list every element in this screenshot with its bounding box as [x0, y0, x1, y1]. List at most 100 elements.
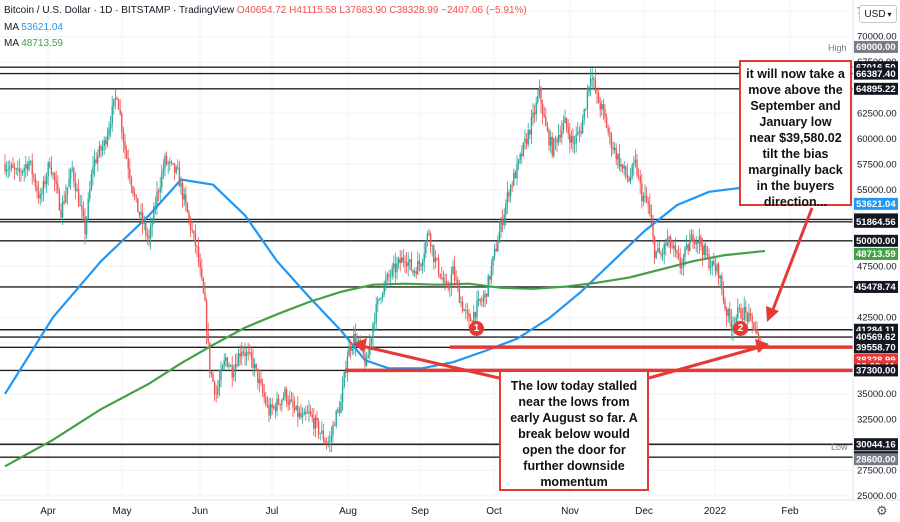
candle-body [404, 261, 406, 263]
candle-body [509, 185, 512, 197]
candle-body [157, 191, 160, 193]
candle-body [273, 406, 275, 408]
y-tick-label: 35000.00 [857, 389, 897, 400]
candle-body [122, 131, 125, 142]
candle-body [463, 309, 465, 312]
candle-body [50, 167, 53, 175]
candle-body [620, 164, 622, 167]
arrow-head [353, 338, 367, 352]
price-label: 39558.70 [856, 343, 896, 354]
candle-body [162, 168, 165, 173]
candle-body [196, 246, 198, 248]
candle-body [349, 346, 352, 351]
candle-body [474, 312, 477, 318]
candle-body [217, 387, 219, 395]
candle-body [455, 279, 457, 281]
annotation-line: break below would [518, 427, 630, 441]
candle-body [135, 194, 137, 199]
candle-body [705, 245, 707, 256]
candle-body [565, 117, 568, 128]
candle-body [322, 430, 325, 441]
candle-body [130, 177, 133, 187]
x-tick-label: May [113, 506, 132, 517]
candle-body [681, 265, 683, 269]
candle-body [481, 301, 483, 303]
candle-body [386, 274, 389, 280]
candle-body [129, 168, 131, 178]
candle-body [154, 206, 157, 208]
candle-body [583, 109, 585, 120]
candle-body [335, 410, 337, 426]
candle-body [381, 294, 384, 298]
candle-body [498, 231, 501, 243]
candle-body [679, 257, 681, 269]
candle-body [266, 404, 269, 406]
candle-body [377, 299, 379, 305]
candle-body [41, 193, 43, 195]
candle-body [652, 224, 654, 237]
annotation-line: move above the [748, 83, 843, 97]
annotation-line: it will now take a [746, 67, 845, 81]
candle-body [93, 159, 96, 167]
ma1-legend[interactable]: MA 53621.04 [4, 22, 63, 33]
candle-body [541, 103, 544, 115]
currency-selector[interactable]: USD ▾ [859, 5, 897, 23]
candle-body [458, 285, 461, 303]
candle-body [647, 201, 649, 204]
candle-body [449, 286, 451, 289]
candle-body [461, 301, 464, 312]
candle-body [146, 234, 149, 237]
candle-body [316, 417, 318, 421]
candle-body [60, 210, 62, 218]
candle-body [29, 160, 32, 162]
candle-body [516, 163, 518, 179]
candle-body [604, 108, 606, 118]
candle-body [637, 175, 640, 177]
candle-body [745, 306, 747, 313]
candle-body [298, 412, 301, 418]
candle-body [178, 168, 181, 187]
price-label: 37300.00 [856, 366, 896, 377]
price-label-bg [854, 67, 898, 80]
candle-body [698, 236, 701, 244]
annotation-line: The low today stalled [510, 379, 638, 393]
candle-body [137, 198, 139, 213]
candle-body [756, 329, 758, 334]
candle-body [642, 195, 645, 202]
candle-body [353, 333, 355, 348]
price-label: 28600.00 [856, 454, 896, 465]
candle-body [393, 263, 395, 268]
candle-body [237, 353, 240, 367]
candle-body [191, 230, 193, 231]
candle-body [290, 399, 293, 401]
ma2-legend[interactable]: MA 48713.59 [4, 38, 63, 49]
candle-body [457, 280, 459, 286]
candle-body [125, 150, 128, 159]
candle-body [610, 134, 613, 148]
candle-body [751, 315, 753, 323]
candle-body [260, 379, 262, 384]
candle-body [548, 130, 550, 146]
candle-body [295, 405, 297, 410]
candle-body [303, 411, 305, 415]
candle-body [228, 366, 230, 368]
candle-body [188, 212, 190, 219]
x-tick-label: Jul [266, 506, 279, 517]
candle-body [436, 257, 438, 259]
candle-body [61, 200, 64, 218]
candle-body [666, 238, 669, 246]
candle-body [348, 346, 350, 357]
candle-body [274, 406, 277, 412]
candle-body [621, 164, 624, 169]
candle-body [117, 99, 120, 110]
candle-body [229, 365, 232, 367]
candle-body [263, 392, 265, 398]
candle-body [12, 164, 14, 168]
gear-icon[interactable]: ⚙ [876, 503, 888, 518]
candle-body [385, 279, 387, 284]
price-label: 50000.00 [856, 236, 896, 247]
candle-body [465, 309, 467, 311]
price-label: 41284.11 [856, 325, 896, 336]
x-tick-label: Oct [486, 506, 502, 517]
candle-body [309, 411, 312, 415]
